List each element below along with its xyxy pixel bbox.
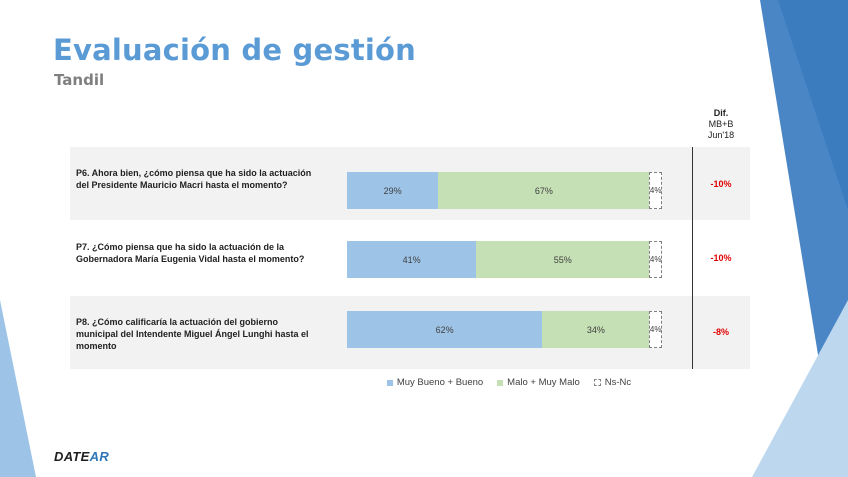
legend-item-bad: Malo + Muy Malo xyxy=(497,377,580,388)
dif-value: -8% xyxy=(712,327,729,337)
question-label: P7. ¿Cómo piensa que ha sido la actuació… xyxy=(76,242,305,264)
bar-segment-ns: 4% xyxy=(649,241,662,278)
dif-value: -10% xyxy=(710,253,732,263)
logo-text-accent: AR xyxy=(89,449,110,464)
bar-segment-good: 62% xyxy=(347,311,543,348)
question-label: P8. ¿Cómo calificaría la actuación del g… xyxy=(76,317,309,351)
dif-header-label: Dif. xyxy=(713,108,729,118)
legend-label: Malo + Muy Malo xyxy=(507,377,580,388)
legend-label: Ns-Nc xyxy=(604,377,632,388)
logo-text: DATE xyxy=(54,449,90,464)
dif-header-period: Jun'18 xyxy=(707,130,735,140)
dif-value: -10% xyxy=(710,179,732,189)
bar-segment-bad: 55% xyxy=(476,241,650,278)
bar-segment-bad: 67% xyxy=(438,172,650,209)
legend-item-ns: Ns-Nc xyxy=(593,377,632,388)
bar-segment-good: 41% xyxy=(347,241,477,278)
dif-column-header: Dif. MB+B Jun'18 xyxy=(696,108,746,141)
chart-legend: Muy Bueno + Bueno Malo + Muy Malo Ns-Nc xyxy=(0,377,848,388)
datear-logo: DATEAR xyxy=(54,449,109,464)
bar-segment-ns: 4% xyxy=(649,311,662,348)
dif-divider xyxy=(692,147,693,369)
legend-swatch-good xyxy=(386,379,393,386)
legend-label: Muy Bueno + Bueno xyxy=(396,377,484,388)
page-title: Evaluación de gestión xyxy=(53,33,417,67)
dif-header-metric: MB+B xyxy=(708,119,734,129)
bar-segment-good: 29% xyxy=(347,172,439,209)
legend-item-good: Muy Bueno + Bueno xyxy=(386,377,484,388)
bar-segment-bad: 34% xyxy=(542,311,650,348)
legend-swatch-ns xyxy=(593,379,601,386)
page-subtitle: Tandil xyxy=(54,71,105,89)
question-label: P6. Ahora bien, ¿cómo piensa que ha sido… xyxy=(76,168,312,190)
legend-swatch-bad xyxy=(497,379,504,386)
bar-segment-ns: 4% xyxy=(649,172,662,209)
